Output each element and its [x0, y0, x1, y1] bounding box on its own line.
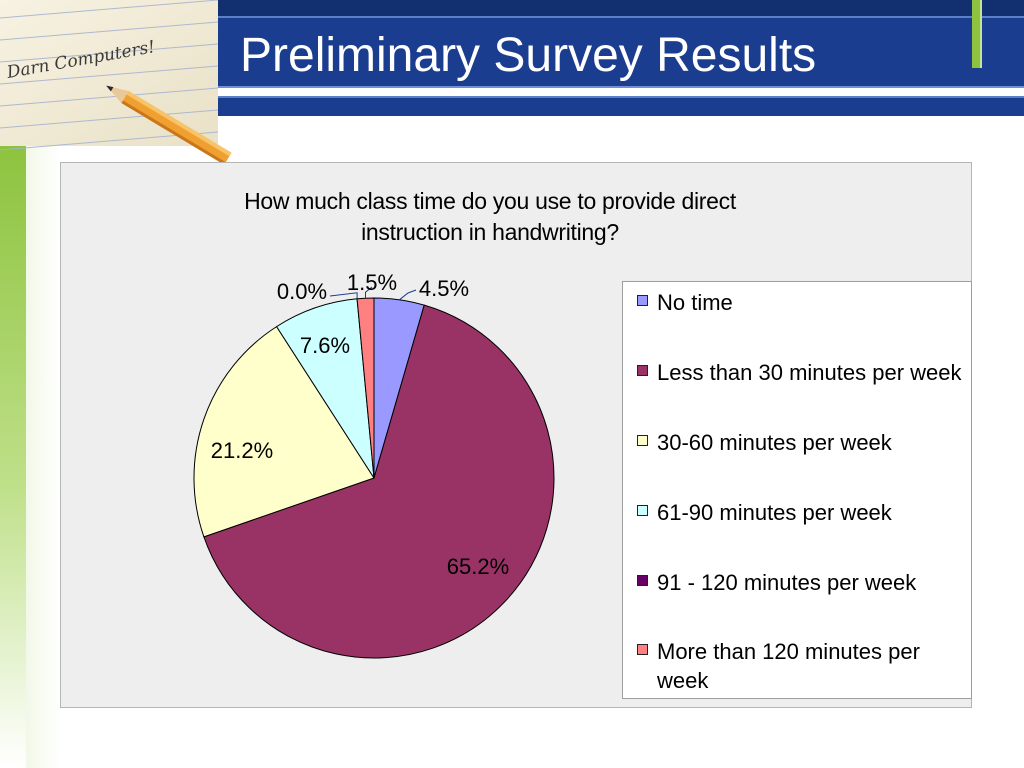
right-accent-bar [972, 0, 982, 68]
legend-label: Less than 30 minutes per week [657, 360, 962, 385]
data-label-91-120-minutes-per-week: 0.0% [277, 279, 327, 304]
chart-legend: No time Less than 30 minutes per week 30-6… [622, 281, 972, 699]
data-label-less-than-30-minutes-per-week: 65.2% [447, 554, 509, 579]
slide-title: Preliminary Survey Results [240, 29, 817, 82]
leader-line-91-120-minutes-per-week [329, 292, 358, 299]
legend-swatch [637, 435, 648, 446]
leader-line-no-time [399, 289, 417, 301]
legend-label: More than 120 minutes per week [657, 639, 920, 693]
legend-label: 91 - 120 minutes per week [657, 570, 917, 595]
data-label-61-90-minutes-per-week: 7.6% [300, 333, 350, 358]
data-label-no-time: 4.5% [419, 276, 469, 301]
chart-title: How much class time do you use to provid… [60, 186, 920, 248]
pie-slice-less-than-30-minutes-per-week [203, 304, 555, 659]
legend-label: 61-90 minutes per week [657, 500, 892, 525]
legend-label: No time [657, 290, 733, 315]
header-lower-bar [218, 96, 1024, 116]
left-accent-stripe [0, 146, 26, 768]
notebook-pencil-image: Darn Computers! [0, 0, 232, 165]
legend-swatch [637, 295, 648, 306]
data-label-30-60-minutes-per-week: 21.2% [211, 438, 273, 463]
legend-swatch [637, 365, 648, 376]
legend-swatch [637, 575, 648, 586]
pie-slice-30-60-minutes-per-week [193, 325, 375, 538]
data-label-more-than-120-minutes-per-week: 1.5% [347, 270, 397, 295]
legend-swatch [637, 505, 648, 516]
legend-swatch [637, 644, 648, 655]
leader-line-more-than-120-minutes-per-week [365, 286, 373, 299]
chart-title-line-1: How much class time do you use to provid… [244, 188, 736, 214]
chart-title-line-2: instruction in handwriting? [361, 219, 619, 245]
legend-label: 30-60 minutes per week [657, 430, 892, 455]
